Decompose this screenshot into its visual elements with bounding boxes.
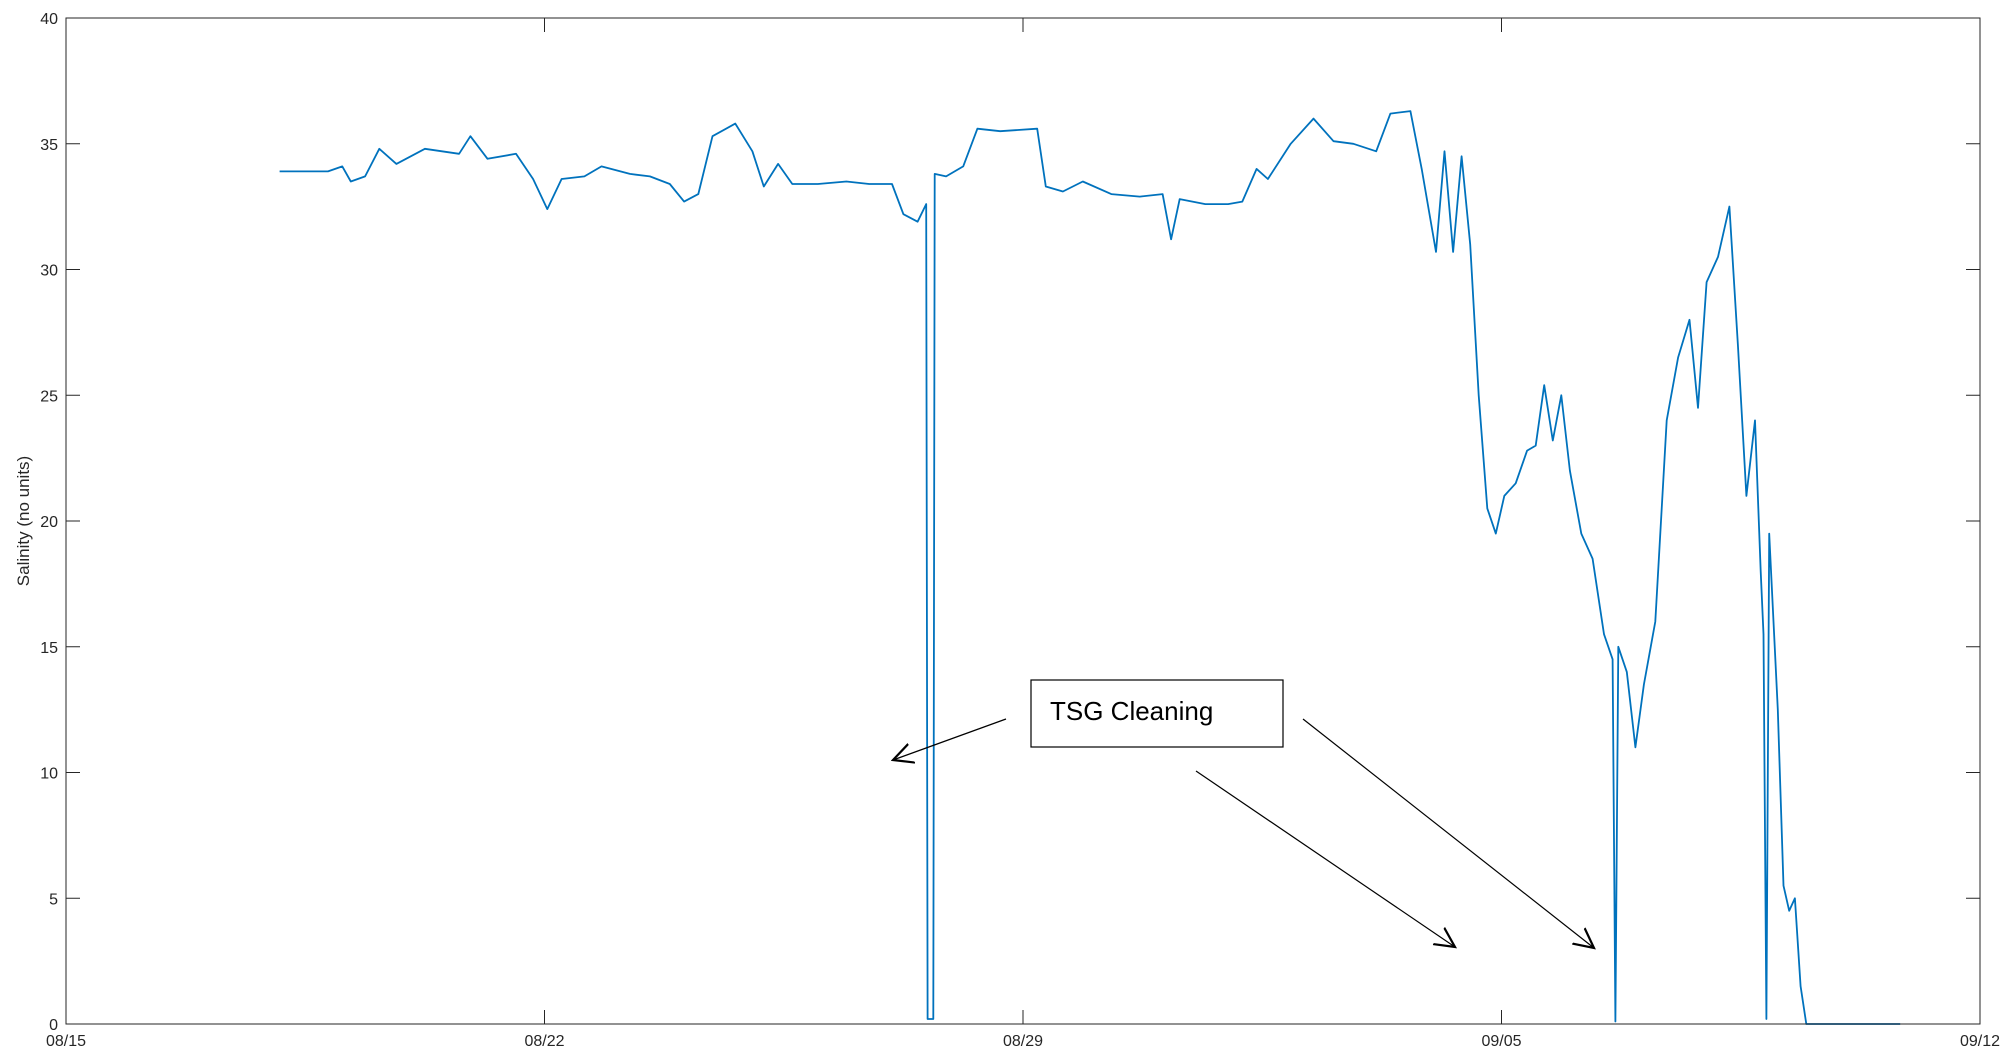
annotation-text: TSG Cleaning xyxy=(1050,696,1213,726)
x-tick-label: 08/29 xyxy=(1003,1033,1043,1050)
y-tick-label: 25 xyxy=(40,388,58,405)
plot-area xyxy=(66,18,1980,1024)
y-tick-label: 35 xyxy=(40,137,58,154)
salinity-series-line xyxy=(279,110,1901,1025)
y-axis-label: Salinity (no units) xyxy=(14,456,33,586)
y-tick-label: 30 xyxy=(40,263,58,280)
annotation: TSG Cleaning xyxy=(893,679,1594,948)
y-tick-label: 15 xyxy=(40,640,58,657)
y-tick-label: 0 xyxy=(49,1017,58,1034)
y-tick-label: 20 xyxy=(40,514,58,531)
annotation-arrow-2 xyxy=(1195,770,1455,947)
annotation-arrow-3 xyxy=(1302,718,1594,948)
plot-frame xyxy=(65,17,1981,1025)
x-axis-ticks: 08/15 08/22 08/29 09/05 09/12 xyxy=(46,18,2000,1050)
x-tick-label: 09/12 xyxy=(1960,1033,2000,1050)
y-tick-label: 10 xyxy=(40,766,58,783)
x-tick-label: 08/15 xyxy=(46,1033,86,1050)
annotation-arrow-1 xyxy=(893,718,1007,760)
y-tick-label: 40 xyxy=(40,11,58,28)
y-axis-ticks: 0 5 10 15 20 25 30 35 40 xyxy=(40,11,1980,1034)
annotation-box xyxy=(1030,679,1284,748)
y-tick-label: 5 xyxy=(49,891,58,908)
x-tick-label: 08/22 xyxy=(524,1033,564,1050)
x-tick-label: 09/05 xyxy=(1481,1033,1521,1050)
